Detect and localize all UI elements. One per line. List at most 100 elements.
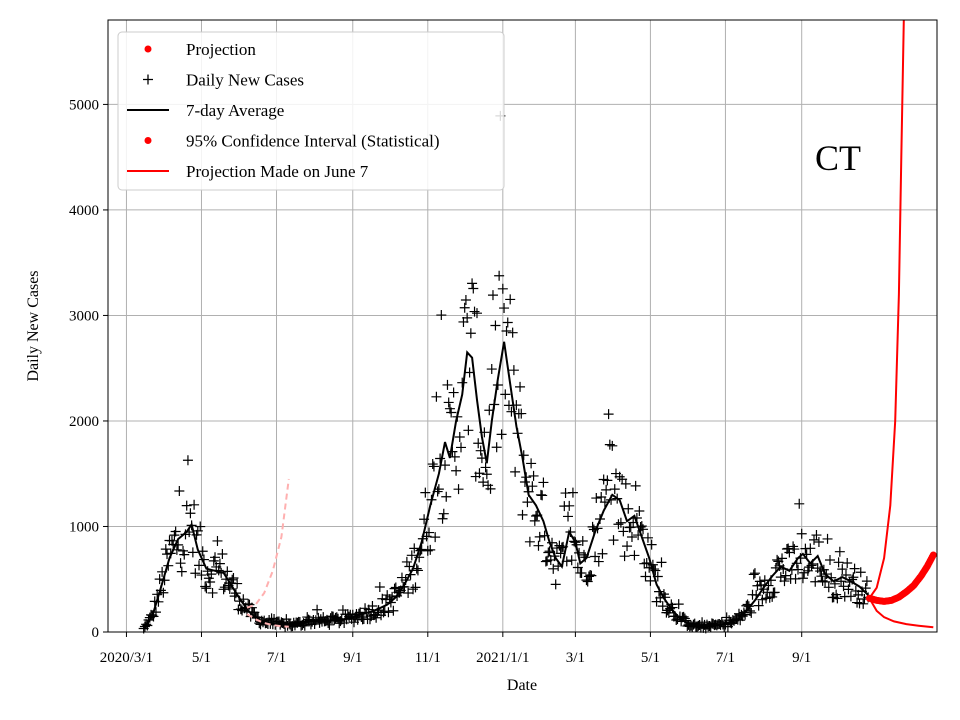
daily-case-marker bbox=[232, 578, 243, 589]
daily-case-marker bbox=[462, 312, 473, 323]
daily-case-marker bbox=[451, 465, 462, 476]
daily-case-marker bbox=[176, 566, 187, 577]
daily-case-marker bbox=[604, 439, 615, 450]
daily-case-marker bbox=[596, 492, 607, 503]
daily-case-marker bbox=[312, 604, 323, 615]
daily-case-marker bbox=[388, 605, 399, 616]
daily-case-marker bbox=[228, 572, 239, 583]
daily-case-marker bbox=[607, 440, 618, 451]
daily-case-marker bbox=[537, 490, 548, 501]
daily-case-marker bbox=[816, 571, 827, 582]
daily-case-marker bbox=[577, 535, 588, 546]
daily-case-marker bbox=[486, 364, 497, 375]
daily-case-marker bbox=[441, 491, 452, 502]
daily-case-marker bbox=[622, 541, 633, 552]
y-tick-label: 2000 bbox=[69, 414, 99, 430]
daily-case-marker bbox=[590, 551, 601, 562]
daily-case-marker bbox=[401, 556, 412, 567]
daily-case-marker bbox=[383, 607, 394, 618]
daily-case-marker bbox=[764, 592, 775, 603]
daily-case-marker bbox=[440, 460, 451, 471]
daily-case-marker bbox=[809, 534, 820, 545]
legend-label: Projection Made on June 7 bbox=[186, 162, 369, 181]
daily-case-marker bbox=[534, 531, 545, 542]
daily-case-marker bbox=[608, 535, 619, 546]
daily-case-marker bbox=[527, 481, 538, 492]
daily-case-marker bbox=[848, 572, 859, 583]
daily-case-marker bbox=[446, 407, 457, 418]
y-tick-label: 3000 bbox=[69, 308, 99, 324]
x-tick-label: 5/1 bbox=[192, 650, 211, 666]
daily-case-marker bbox=[501, 325, 512, 336]
daily-case-marker bbox=[673, 599, 684, 610]
daily-case-marker bbox=[522, 497, 533, 508]
daily-case-marker bbox=[587, 521, 598, 532]
daily-case-marker bbox=[201, 583, 212, 594]
daily-case-marker bbox=[823, 582, 834, 593]
daily-case-marker bbox=[410, 582, 421, 593]
daily-case-marker bbox=[858, 598, 869, 609]
daily-case-marker bbox=[436, 310, 447, 321]
daily-case-marker bbox=[591, 493, 602, 504]
daily-case-marker bbox=[548, 563, 559, 574]
daily-case-marker bbox=[646, 539, 657, 550]
daily-case-marker bbox=[697, 617, 708, 628]
daily-case-marker bbox=[460, 294, 471, 305]
daily-case-marker bbox=[443, 397, 454, 408]
daily-case-marker bbox=[422, 545, 433, 556]
daily-case-marker bbox=[834, 546, 845, 557]
daily-case-marker bbox=[187, 547, 198, 558]
daily-case-marker bbox=[507, 327, 518, 338]
daily-case-marker bbox=[524, 536, 535, 547]
daily-case-marker bbox=[468, 283, 479, 294]
june7-projection-lower bbox=[246, 613, 289, 628]
daily-case-marker bbox=[430, 532, 441, 543]
daily-case-marker bbox=[550, 579, 561, 590]
x-tick-label: 5/1 bbox=[641, 650, 660, 666]
daily-case-marker bbox=[469, 306, 480, 317]
daily-case-marker bbox=[212, 535, 223, 546]
daily-case-marker bbox=[437, 513, 448, 524]
daily-case-marker bbox=[516, 408, 527, 419]
daily-case-marker bbox=[614, 471, 625, 482]
daily-case-marker bbox=[772, 554, 783, 565]
daily-case-marker bbox=[656, 557, 667, 568]
daily-case-marker bbox=[538, 477, 549, 488]
daily-case-marker bbox=[508, 365, 519, 376]
daily-case-marker bbox=[222, 566, 233, 577]
daily-case-marker bbox=[640, 571, 651, 582]
daily-case-marker bbox=[635, 522, 646, 533]
daily-case-marker bbox=[540, 556, 551, 567]
daily-case-marker bbox=[777, 553, 788, 564]
daily-case-marker bbox=[796, 528, 807, 539]
daily-case-marker bbox=[490, 320, 501, 331]
daily-case-marker bbox=[639, 558, 650, 569]
daily-case-marker bbox=[425, 544, 436, 555]
daily-case-marker bbox=[630, 480, 641, 491]
daily-case-marker bbox=[794, 498, 805, 509]
daily-case-marker bbox=[182, 455, 193, 466]
daily-case-marker bbox=[408, 584, 419, 595]
seven-day-average-line bbox=[142, 341, 869, 630]
y-tick-label: 4000 bbox=[69, 203, 99, 219]
daily-case-marker bbox=[374, 581, 385, 592]
daily-case-marker bbox=[531, 511, 542, 522]
daily-case-marker bbox=[790, 573, 801, 584]
daily-case-marker bbox=[564, 500, 575, 511]
daily-case-marker bbox=[793, 564, 804, 575]
daily-case-marker bbox=[473, 438, 484, 449]
daily-case-marker bbox=[420, 487, 431, 498]
daily-case-marker bbox=[657, 601, 668, 612]
y-axis-label: Daily New Cases bbox=[25, 270, 42, 381]
daily-case-marker bbox=[783, 543, 794, 554]
daily-case-marker bbox=[438, 508, 449, 519]
x-tick-label: 2021/1/1 bbox=[476, 650, 529, 666]
x-tick-label: 11/1 bbox=[415, 650, 441, 666]
daily-case-marker bbox=[832, 593, 843, 604]
daily-case-marker bbox=[210, 552, 221, 563]
daily-case-marker bbox=[543, 547, 554, 558]
daily-case-marker bbox=[494, 270, 505, 281]
daily-case-marker bbox=[626, 532, 637, 543]
legend: Projection Daily New Cases 7-day Average 95… bbox=[117, 31, 505, 191]
